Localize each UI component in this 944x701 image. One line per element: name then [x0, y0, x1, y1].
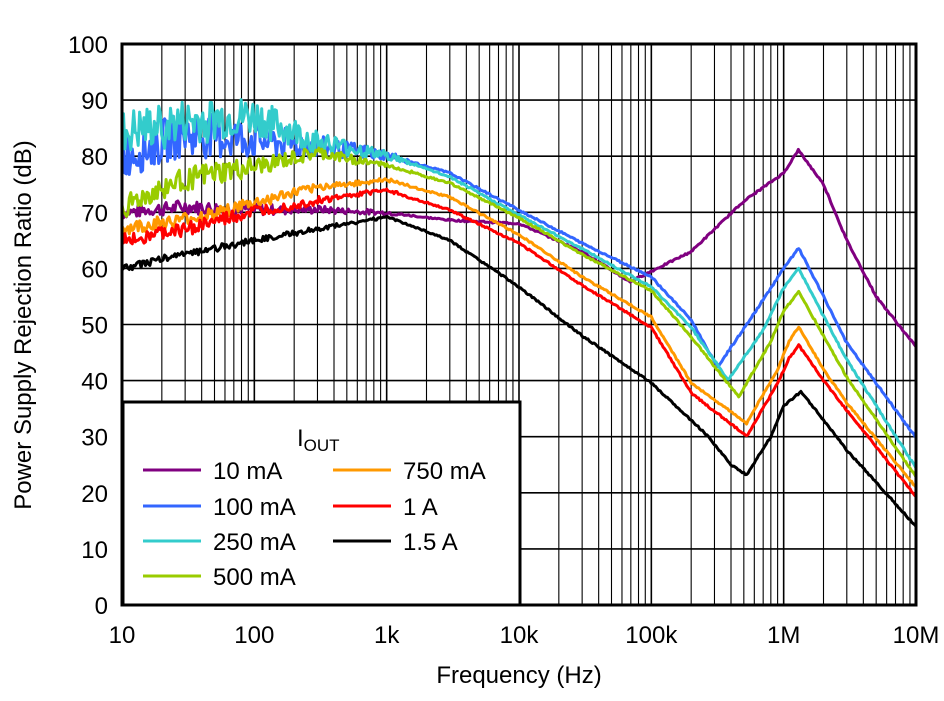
- legend-label: 10 mA: [213, 458, 282, 485]
- y-tick-label: 100: [68, 32, 108, 59]
- series-line-250-ma: [120, 98, 918, 469]
- series-line-500-ma: [120, 146, 918, 478]
- x-tick-label: 10M: [893, 622, 940, 649]
- plot-frame: [120, 42, 918, 607]
- y-tick-label: 0: [95, 593, 108, 620]
- legend-label: 100 mA: [213, 494, 296, 521]
- y-tick-label: 90: [81, 88, 108, 115]
- legend-label: 1 A: [403, 494, 438, 521]
- legend: IOUT 10 mA 100 mA 250 mA 500 mA 750 mA 1 A 1.5…: [121, 400, 522, 607]
- series-line-1-5-a: [120, 214, 918, 528]
- y-tick-label: 70: [81, 200, 108, 227]
- y-tick-labels: 0 10 20 30 40 50 60 70 80 90 100: [68, 32, 108, 620]
- x-axis-label: Frequency (Hz): [436, 662, 601, 689]
- y-tick-label: 60: [81, 256, 108, 283]
- x-tick-label: 1k: [374, 622, 400, 649]
- y-tick-label: 80: [81, 144, 108, 171]
- series-line-1-a: [120, 187, 918, 498]
- series-line-100-ma: [120, 112, 918, 439]
- x-tick-label: 100k: [625, 622, 678, 649]
- y-tick-label: 20: [81, 481, 108, 508]
- legend-label: 750 mA: [403, 458, 486, 485]
- legend-label: 500 mA: [213, 564, 296, 591]
- y-tick-label: 50: [81, 313, 108, 340]
- x-tick-labels: 10 100 1k 10k 100k 1M 10M: [109, 622, 940, 649]
- y-axis-label: Power Supply Rejection Ratio (dB): [10, 140, 37, 510]
- x-tick-label: 1M: [767, 622, 800, 649]
- legend-box: [121, 400, 522, 607]
- y-tick-label: 30: [81, 425, 108, 452]
- legend-label: 250 mA: [213, 529, 296, 556]
- y-tick-label: 40: [81, 369, 108, 396]
- legend-label: 1.5 A: [403, 529, 458, 556]
- y-tick-label: 10: [81, 537, 108, 564]
- x-tick-label: 10: [109, 622, 136, 649]
- series-group: [120, 98, 918, 528]
- series-line-750-ma: [120, 177, 918, 489]
- x-tick-label: 10k: [500, 622, 540, 649]
- x-tick-label: 100: [234, 622, 274, 649]
- legend-title: IOUT: [297, 425, 340, 455]
